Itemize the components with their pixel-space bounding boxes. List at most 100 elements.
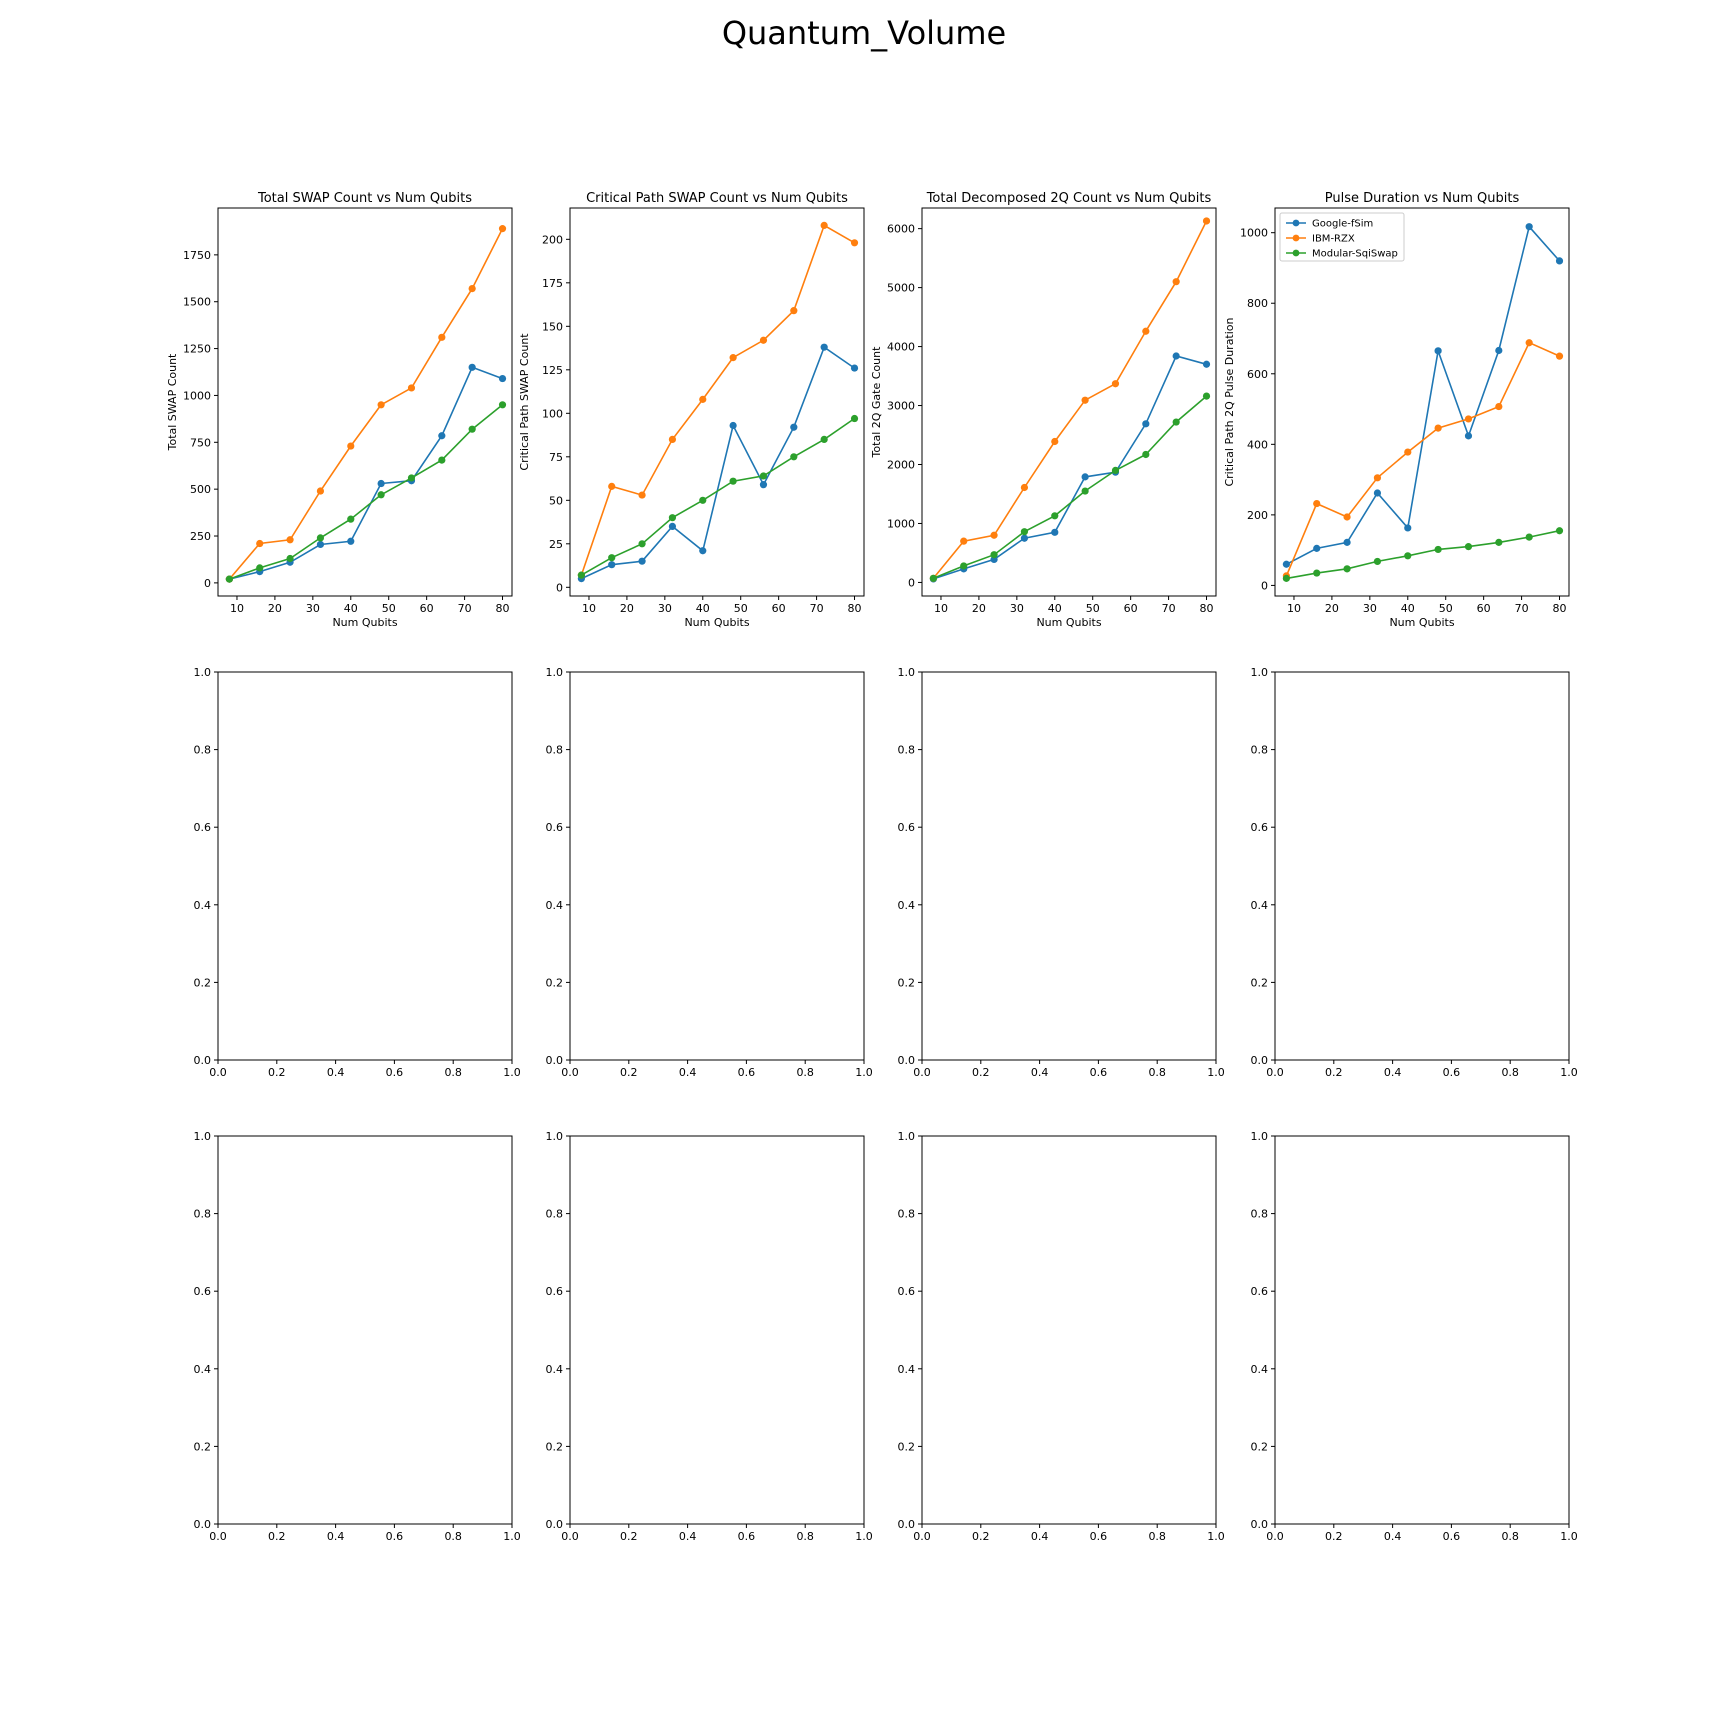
data-point-Google-fSim xyxy=(608,561,616,569)
y-tick-label: 150 xyxy=(542,320,563,333)
data-point-Modular-SqiSwap xyxy=(1404,552,1412,560)
subplot-2: 10 20 30 40 50 60 70 80 0 25 50 75 100 125 150 175 200 Cr… xyxy=(518,191,865,629)
data-point-IBM-RZX xyxy=(438,333,446,341)
x-tick-label: 60 xyxy=(420,602,434,615)
x-tick-label: 0.0 xyxy=(1266,1530,1284,1543)
y-tick-label: 0.4 xyxy=(546,899,564,912)
x-tick-label: 1.0 xyxy=(855,1530,873,1543)
data-point-IBM-RZX xyxy=(850,239,859,247)
data-point-IBM-RZX xyxy=(990,531,998,539)
x-tick-label: 10 xyxy=(934,602,948,615)
y-tick-label: 0.6 xyxy=(546,1285,564,1298)
x-tick-label: 0.2 xyxy=(972,1530,990,1543)
data-point-Google-fSim xyxy=(1202,360,1211,368)
axes-frame xyxy=(217,671,513,1061)
y-tick-label: 0.2 xyxy=(546,976,564,989)
data-point-Google-fSim xyxy=(377,479,385,488)
y-tick-label: 400 xyxy=(1247,438,1268,451)
axes-frame xyxy=(1274,207,1570,597)
y-tick-label: 0 xyxy=(204,577,211,590)
series-line-IBM-RZX xyxy=(932,220,1208,579)
data-point-IBM-RZX xyxy=(699,395,707,403)
data-point-Google-fSim xyxy=(1313,544,1321,552)
data-point-Modular-SqiSwap xyxy=(608,554,616,562)
y-tick-label: 0.4 xyxy=(898,899,916,912)
x-tick-label: 0.6 xyxy=(738,1066,756,1079)
x-tick-label: 0.8 xyxy=(1148,1066,1166,1079)
subplot-title: Critical Path SWAP Count vs Num Qubits xyxy=(586,191,848,206)
x-tick-label: 0.2 xyxy=(620,1530,638,1543)
x-tick-label: 30 xyxy=(1363,602,1377,615)
x-tick-label: 0.6 xyxy=(1090,1530,1108,1543)
data-point-Google-fSim xyxy=(1495,346,1503,355)
data-point-Modular-SqiSwap xyxy=(468,425,476,433)
data-point-Modular-SqiSwap xyxy=(929,574,937,582)
data-point-IBM-RZX xyxy=(286,536,294,544)
y-tick-label: 0.8 xyxy=(1251,744,1269,757)
axes-frame xyxy=(217,207,513,597)
y-tick-label: 0.0 xyxy=(898,1054,916,1067)
data-point-Modular-SqiSwap xyxy=(498,401,507,409)
subplot-1: 10 20 30 40 50 60 70 80 0 250 500 750 1000 1250 1500 17… xyxy=(166,191,513,629)
data-point-IBM-RZX xyxy=(1525,339,1533,347)
x-axis-label: Num Qubits xyxy=(332,616,397,629)
y-axis-label: Critical Path SWAP Count xyxy=(518,333,531,471)
y-tick-label: 0.2 xyxy=(546,1440,564,1453)
axes-frame xyxy=(569,1135,865,1525)
subplot-10: 0.0 0.2 0.4 0.6 0.8 1.0 0.0 0.2 0.4 0.6 0.8 1.0 xyxy=(546,1130,873,1543)
axes-frame xyxy=(217,1135,513,1525)
x-tick-label: 1.0 xyxy=(1207,1530,1225,1543)
y-tick-label: 0.4 xyxy=(1251,1363,1269,1376)
legend-entry: Modular-SqiSwap xyxy=(1312,249,1398,260)
data-point-IBM-RZX xyxy=(1373,474,1382,482)
y-tick-label: 0.8 xyxy=(546,1208,564,1221)
y-tick-label: 200 xyxy=(1247,509,1268,522)
figure-title: Quantum_Volume xyxy=(722,14,1006,52)
data-point-Modular-SqiSwap xyxy=(1282,574,1290,582)
data-point-Google-fSim xyxy=(850,364,859,372)
data-point-Google-fSim xyxy=(1555,257,1564,265)
data-point-Google-fSim xyxy=(438,432,446,440)
subplot-title: Pulse Duration vs Num Qubits xyxy=(1325,191,1520,206)
series-line-Modular-SqiSwap xyxy=(581,417,855,576)
data-point-Modular-SqiSwap xyxy=(699,496,707,504)
y-tick-label: 1.0 xyxy=(546,666,564,679)
y-tick-label: 0.6 xyxy=(194,821,212,834)
x-tick-label: 30 xyxy=(306,602,320,615)
axes-frame xyxy=(1274,1135,1570,1525)
data-point-IBM-RZX xyxy=(1555,352,1564,360)
y-tick-label: 0.8 xyxy=(546,744,564,757)
data-point-IBM-RZX xyxy=(1343,513,1351,521)
y-tick-label: 0.2 xyxy=(898,1440,916,1453)
data-point-Modular-SqiSwap xyxy=(286,554,294,563)
data-point-Modular-SqiSwap xyxy=(1373,557,1382,566)
y-tick-label: 0.0 xyxy=(546,1518,564,1531)
data-point-Google-fSim xyxy=(316,540,325,549)
legend-swatch-marker xyxy=(1292,249,1300,257)
y-tick-label: 0.8 xyxy=(898,1208,916,1221)
y-tick-label: 0.2 xyxy=(1251,1440,1269,1453)
x-tick-label: 0.6 xyxy=(386,1530,404,1543)
data-point-Modular-SqiSwap xyxy=(1081,487,1089,495)
series-line-IBM-RZX xyxy=(1285,341,1560,577)
y-tick-label: 3000 xyxy=(887,400,915,413)
data-point-IBM-RZX xyxy=(608,482,616,490)
y-tick-label: 0 xyxy=(556,581,563,594)
y-tick-label: 0.0 xyxy=(1251,1054,1269,1067)
x-tick-label: 0.0 xyxy=(913,1066,931,1079)
y-tick-label: 1000 xyxy=(183,389,211,402)
x-tick-label: 20 xyxy=(972,602,986,615)
x-tick-label: 1.0 xyxy=(503,1530,521,1543)
x-tick-label: 10 xyxy=(1287,602,1301,615)
y-tick-label: 800 xyxy=(1247,297,1268,310)
x-tick-label: 0.2 xyxy=(972,1066,990,1079)
data-point-IBM-RZX xyxy=(790,307,798,315)
data-point-IBM-RZX xyxy=(1404,448,1412,456)
series-line-IBM-RZX xyxy=(580,224,855,576)
axes-frame xyxy=(1274,671,1570,1061)
y-tick-label: 75 xyxy=(549,451,563,464)
axes-frame xyxy=(921,1135,1217,1525)
y-tick-label: 1250 xyxy=(183,343,211,356)
